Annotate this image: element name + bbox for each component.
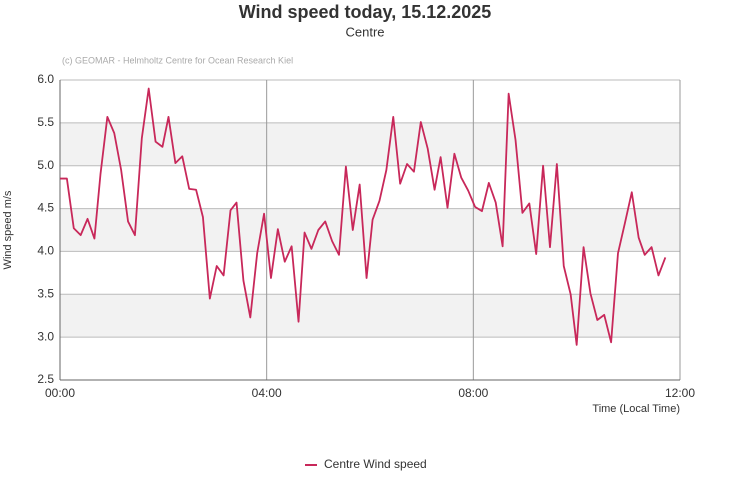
x-tick-label: 08:00 bbox=[458, 386, 488, 400]
grid-band bbox=[60, 294, 680, 338]
y-tick-label: 3.5 bbox=[37, 286, 54, 300]
y-tick-label: 4.5 bbox=[37, 201, 54, 215]
chart-title: Wind speed today, 15.12.2025 bbox=[239, 2, 492, 22]
y-tick-label: 6.0 bbox=[37, 72, 54, 86]
credit: (c) GEOMAR - Helmholtz Centre for Ocean … bbox=[62, 55, 293, 65]
y-tick-label: 2.5 bbox=[37, 372, 54, 386]
data-line bbox=[60, 87, 667, 346]
chart-subtitle: Centre bbox=[345, 24, 384, 39]
y-tick-label: 5.5 bbox=[37, 115, 54, 129]
grid-band bbox=[60, 122, 680, 166]
y-axis-label: Wind speed m/s bbox=[2, 190, 14, 269]
x-tick-label: 04:00 bbox=[252, 386, 282, 400]
y-tick-label: 3.0 bbox=[37, 329, 54, 343]
legend-label: Centre Wind speed bbox=[324, 457, 427, 471]
x-tick-label: 00:00 bbox=[45, 386, 75, 400]
y-tick-label: 4.0 bbox=[37, 244, 54, 258]
x-axis-label: Time (Local Time) bbox=[592, 403, 680, 415]
y-tick-label: 5.0 bbox=[37, 158, 54, 172]
x-tick-label: 12:00 bbox=[665, 386, 695, 400]
